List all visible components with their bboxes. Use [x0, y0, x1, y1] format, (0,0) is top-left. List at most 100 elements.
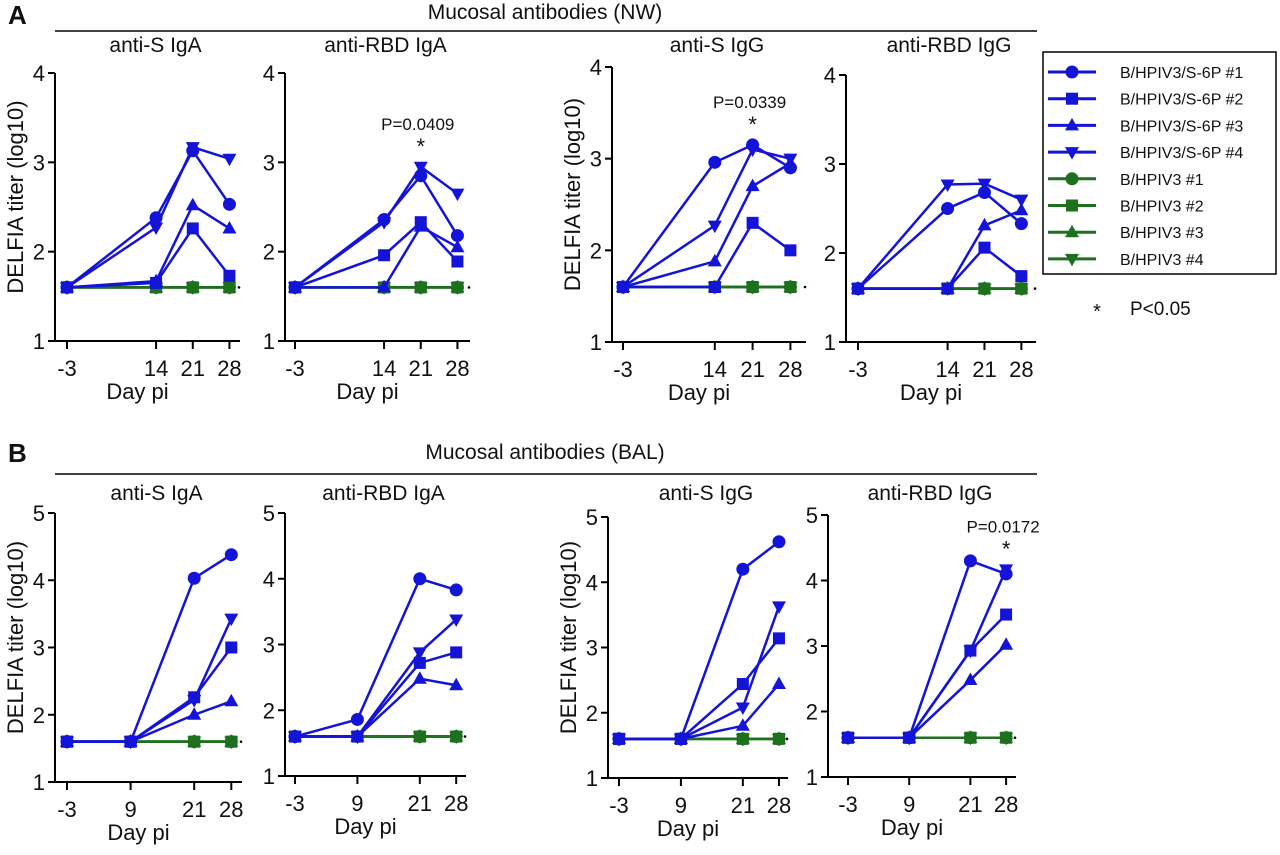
y-tick-label: 3	[33, 636, 45, 661]
detection-limit-dot	[463, 735, 467, 738]
data-point	[187, 694, 202, 708]
data-point	[224, 736, 239, 750]
data-point	[673, 733, 688, 747]
data-point	[784, 244, 797, 257]
p-value-annotation: P=0.0172	[966, 517, 1039, 536]
data-point	[187, 736, 202, 750]
chart-panel: anti-S IgA 1 2 3 4 -3 14 21 28 Day pi DELFIA titer…	[3, 34, 242, 404]
data-point	[450, 282, 465, 295]
panel-title: anti-RBD IgG	[887, 34, 1012, 57]
x-tick-label: 28	[1009, 357, 1033, 382]
data-point	[222, 153, 237, 167]
data-point	[977, 283, 992, 297]
x-tick-label: 21	[972, 357, 996, 382]
legend-marker	[1065, 147, 1079, 160]
data-point	[449, 731, 464, 745]
data-point	[449, 614, 464, 628]
data-series	[288, 169, 464, 294]
series-line	[66, 226, 231, 289]
series-line	[622, 148, 791, 289]
legend-label: B/HPIV3/S-6P #4	[1120, 145, 1243, 162]
series-line	[67, 553, 232, 743]
data-point	[222, 197, 236, 211]
data-series	[616, 144, 798, 295]
legend-label: B/HPIV3 #3	[1120, 225, 1204, 242]
y-tick-label: 5	[806, 503, 818, 528]
data-point	[350, 731, 365, 745]
x-tick-label: 9	[903, 792, 915, 817]
data-point	[771, 676, 786, 690]
data-point	[450, 646, 463, 659]
panel-title: anti-S IgG	[659, 482, 754, 505]
data-point	[224, 613, 239, 627]
series-line	[294, 165, 459, 289]
data-point	[708, 281, 721, 293]
detection-limit-dot	[237, 286, 241, 289]
legend-marker	[1065, 117, 1079, 131]
data-point	[60, 736, 74, 750]
legend-note-symbol: *	[1093, 301, 1101, 323]
data-series	[60, 613, 239, 750]
y-tick-label: 1	[590, 330, 602, 355]
chart-panel: anti-RBD IgG 1 2 3 4 -3 14 21 28 Day pi	[824, 34, 1037, 405]
legend-marker	[1065, 224, 1079, 238]
y-tick-label: 3	[824, 152, 836, 177]
legend-note-text: P<0.05	[1130, 299, 1191, 320]
detection-limit-dot	[239, 740, 243, 743]
data-point	[222, 220, 237, 234]
y-tick-label: 4	[590, 55, 602, 80]
data-point	[999, 564, 1014, 577]
panel-title: anti-RBD IgA	[324, 34, 447, 57]
data-series	[288, 614, 464, 745]
data-point	[1015, 270, 1028, 283]
detection-limit-dot	[467, 286, 471, 289]
data-point	[123, 736, 138, 750]
data-point	[708, 155, 722, 169]
y-tick-label: 3	[586, 636, 598, 661]
section-letter: A	[8, 0, 27, 30]
y-tick-label: 3	[33, 150, 45, 175]
series-line	[857, 182, 1022, 290]
legend: B/HPIV3/S-6P #1 B/HPIV3/S-6P #2 B/HPIV3/S-…	[1042, 51, 1277, 275]
data-series	[851, 178, 1029, 297]
x-axis-label: Day pi	[900, 380, 962, 405]
data-point	[377, 279, 392, 293]
y-tick-label: 5	[586, 505, 598, 530]
y-tick-label: 3	[590, 147, 602, 172]
y-tick-label: 4	[263, 61, 275, 86]
series-line	[295, 651, 457, 738]
data-series	[60, 142, 237, 295]
y-axis-label: DELFIA titer (log10)	[3, 541, 28, 734]
data-point	[225, 641, 238, 654]
data-point	[941, 202, 955, 215]
legend-entry: B/HPIV3/S-6P #2	[1048, 92, 1243, 109]
panel-title: anti-S IgG	[670, 34, 765, 57]
data-series	[841, 564, 1014, 746]
legend-entry: B/HPIV3/S-6P #4	[1048, 145, 1243, 162]
data-point	[224, 548, 238, 562]
x-tick-label: -3	[57, 797, 77, 822]
data-series	[60, 693, 239, 747]
data-point	[288, 731, 302, 745]
data-series	[852, 241, 1028, 295]
y-tick-label: 3	[806, 634, 818, 659]
legend-label: B/HPIV3 #1	[1120, 172, 1204, 189]
data-point	[1014, 202, 1029, 216]
data-point	[60, 282, 74, 295]
data-series	[288, 161, 465, 295]
data-point	[412, 671, 427, 684]
data-point	[449, 583, 463, 597]
series-line	[621, 143, 792, 288]
data-point	[223, 269, 236, 282]
x-tick-label: -3	[613, 357, 633, 382]
data-point	[413, 572, 427, 586]
series-line	[295, 618, 458, 738]
chart-panel: anti-S IgG 1 2 3 4 -3 14 21 28 Day pi DELFIA titer…	[560, 34, 807, 405]
data-point	[707, 253, 722, 267]
data-series	[60, 144, 236, 294]
x-axis-label: Day pi	[657, 816, 719, 841]
chart-panel: anti-S IgG 1 2 3 4 5 -3 9 21 28 Day pi DELFIA titer…	[556, 482, 791, 841]
y-tick-label: 1	[263, 764, 275, 789]
data-point	[1014, 194, 1029, 208]
series-line	[858, 209, 1022, 290]
